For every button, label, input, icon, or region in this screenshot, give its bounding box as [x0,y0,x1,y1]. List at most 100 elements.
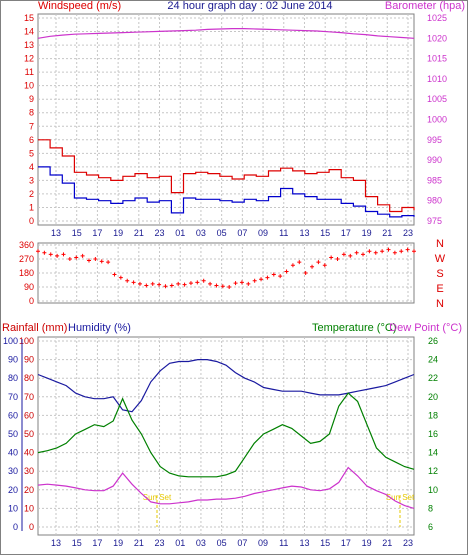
wind-direction-point [99,259,104,264]
wind-direction-point [93,257,98,261]
direction-y-tick-label: 90 [24,282,34,292]
sunset-label: Sun Set [386,493,415,502]
avgwind-series-line [38,166,415,218]
x-tick-label: 17 [341,228,351,238]
rain-humidity-temp-panel: Rainfall (mm) Humidity (%) Temperature (°C… [2,322,462,548]
dew-point-label: Dew Point (°C) [389,322,462,334]
wind-direction-point [220,284,225,289]
x-tick-label: 15 [72,228,82,238]
wind-direction-point [157,282,162,287]
baro-y-tick-label: 985 [427,175,442,185]
wind-direction-point [341,252,346,257]
wind-direction-point [150,281,155,286]
wind-direction-point [36,249,40,254]
temp-y-tick-label: 18 [428,410,438,420]
wind-direction-point [386,247,391,252]
x-tick-label: 17 [92,538,102,548]
rain-plot-frame [37,336,415,536]
wind-direction-point [329,255,334,260]
wind-direction-point [265,275,270,280]
rain-y-tick-label: 80 [24,373,34,383]
x-tick-label: 11 [279,538,288,548]
rain-y-tick-label: 100 [19,336,34,346]
x-tick-label: 15 [72,538,82,548]
temp-y-tick-label: 8 [428,503,433,513]
wind-y-tick-label: 14 [24,27,34,37]
temperature-label: Temperature (°C) [312,322,396,334]
wind-y-tick-label: 5 [29,148,34,158]
rain-y-tick-label: 0 [29,522,34,532]
wind-direction-point [118,275,123,280]
compass-label: E [436,283,443,295]
windspeed-label: Windspeed (m/s) [38,0,121,12]
x-tick-label: 05 [217,538,227,548]
temp-y-tick-label: 6 [428,522,433,532]
x-tick-label: 19 [113,538,123,548]
wind-direction-point [284,269,289,274]
temp-y-tick-label: 14 [428,448,438,458]
x-tick-label: 13 [51,228,61,238]
x-tick-label: 15 [320,228,330,238]
wind-direction-point [169,283,174,288]
wind-direction-point [112,272,117,277]
wind-y-tick-label: 10 [24,81,34,91]
rain-y-tick-label: 20 [24,485,34,495]
wind-direction-point [74,255,79,260]
baro-y-tick-label: 1020 [427,33,447,43]
baro-y-tick-label: 1000 [427,115,447,125]
wind-barometer-panel: 0123456789101112131415975980985990995100… [24,13,447,238]
wind-direction-point [137,281,142,286]
direction-y-tick-label: 180 [19,268,34,278]
wind-direction-point [48,252,53,257]
wind-direction-point [373,250,378,255]
temp-y-tick-label: 10 [428,485,438,495]
wind-y-tick-label: 7 [29,121,34,131]
x-tick-label: 05 [217,228,227,238]
humidity-y-tick-label: 100 [3,336,18,346]
wind-y-tick-label: 8 [29,108,34,118]
temp-y-tick-label: 20 [428,392,438,402]
wind-y-tick-label: 1 [29,202,34,212]
baro-y-tick-label: 980 [427,196,442,206]
x-tick-label: 19 [362,228,372,238]
wind-y-tick-label: 15 [24,13,34,23]
humidity-label: Humidity (%) [68,322,131,334]
rain-y-tick-label: 10 [24,503,34,513]
temp-y-tick-label: 26 [428,336,438,346]
x-tick-label: 13 [51,538,61,548]
wind-direction-point [380,249,385,254]
wind-direction-point [176,281,181,286]
wind-direction-point [239,280,244,285]
x-tick-label: 03 [196,228,206,238]
wind-direction-point [208,281,213,286]
wind-direction-point [278,274,283,279]
humidity-y-tick-label: 80 [8,373,18,383]
temp-y-tick-label: 22 [428,373,438,383]
rain-y-tick-label: 90 [24,355,34,365]
humidity-y-tick-label: 60 [8,410,18,420]
wind-direction-point [303,271,308,275]
wind-direction-point [131,280,136,285]
wind-y-tick-label: 4 [29,162,34,172]
humidity-series-line [37,359,415,413]
compass-label: W [435,253,446,265]
x-tick-label: 07 [237,538,247,548]
wind-direction-point [405,247,410,252]
wind-y-tick-label: 3 [29,175,34,185]
wind-direction-point [259,277,264,282]
wind-direction-point [361,252,366,257]
humidity-y-tick-label: 0 [13,522,18,532]
wind-direction-point [61,252,66,257]
compass-label: S [436,268,443,280]
wind-plot-frame [37,13,415,226]
wind-direction-point [163,284,168,289]
wind-direction-point [335,257,340,261]
humidity-y-tick-label: 90 [8,355,18,365]
x-tick-label: 07 [237,228,247,238]
wind-y-tick-label: 11 [25,67,34,77]
baro-y-tick-label: 1015 [427,54,447,64]
wind-direction-point [322,263,327,268]
wind-y-tick-label: 2 [29,189,34,199]
barometer-label: Barometer (hpa) [385,0,465,12]
temp-y-tick-label: 16 [428,429,438,439]
